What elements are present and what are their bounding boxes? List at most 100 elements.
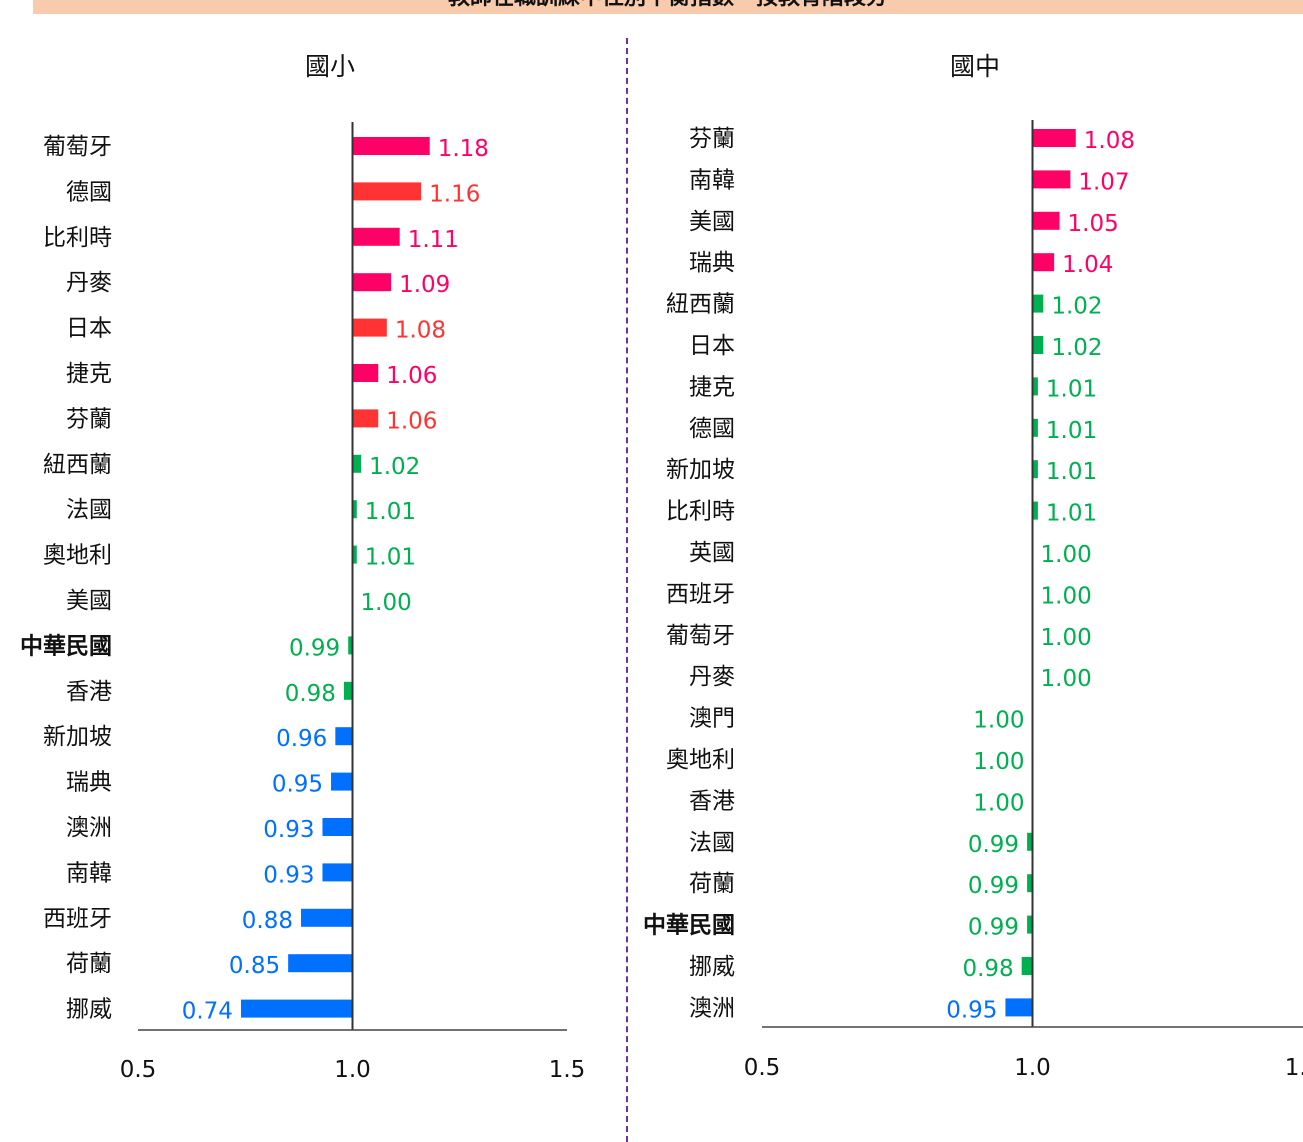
category-label-1-3: 丹麥 [66, 270, 112, 296]
bar-2-4 [1032, 294, 1044, 313]
panel-divider [626, 38, 628, 1142]
value-label-1-7: 1.02 [369, 454, 420, 480]
category-label-1-6: 芬蘭 [66, 406, 112, 432]
value-label-1-12: 0.98 [285, 681, 336, 707]
bar-2-5 [1032, 336, 1044, 354]
value-label-2-9: 1.01 [1046, 501, 1097, 527]
bar-1-6 [352, 409, 379, 428]
bar-1-18 [288, 954, 353, 973]
category-label-1-13: 新加坡 [43, 724, 112, 750]
category-label-1-12: 香港 [66, 679, 112, 705]
category-label-1-8: 法國 [66, 497, 112, 523]
bar-1-1 [352, 182, 422, 201]
category-label-2-9: 比利時 [666, 499, 735, 525]
value-label-1-8: 1.01 [365, 499, 416, 525]
bar-2-1 [1032, 170, 1071, 189]
chart-title-1: 國小 [305, 52, 355, 81]
value-label-2-15: 1.00 [973, 749, 1024, 775]
value-label-2-4: 1.02 [1051, 294, 1102, 320]
category-label-1-5: 捷克 [66, 361, 112, 387]
category-label-1-10: 美國 [66, 588, 112, 614]
bar-2-2 [1032, 211, 1060, 230]
bar-1-8 [352, 500, 357, 519]
bar-1-4 [352, 318, 387, 337]
value-label-1-0: 1.18 [438, 136, 489, 162]
value-label-1-15: 0.93 [263, 817, 314, 843]
category-label-1-17: 西班牙 [43, 906, 112, 932]
value-label-1-16: 0.93 [263, 862, 314, 888]
category-label-1-19: 挪威 [66, 997, 112, 1023]
category-label-2-19: 中華民國 [643, 912, 735, 939]
x-tick-label-1-0: 0.5 [120, 1057, 157, 1083]
category-label-2-1: 南韓 [689, 167, 735, 193]
banner-title: 教師在職訓練中性別平衡指數－按教育階段分 [33, 0, 1303, 11]
bar-2-19 [1027, 915, 1033, 934]
category-label-2-15: 奧地利 [666, 747, 735, 773]
value-label-1-10: 1.00 [361, 590, 412, 616]
bar-1-2 [352, 227, 400, 246]
value-label-1-14: 0.95 [272, 772, 323, 798]
bar-2-18 [1027, 874, 1033, 893]
title-banner: 教師在職訓練中性別平衡指數－按教育階段分 [33, 0, 1303, 14]
category-label-1-7: 紐西蘭 [43, 452, 112, 478]
bar-1-0 [352, 137, 430, 155]
category-label-1-9: 奧地利 [43, 543, 112, 569]
bar-2-17 [1027, 832, 1033, 851]
bar-1-13 [335, 727, 353, 746]
value-label-2-17: 0.99 [968, 832, 1019, 858]
bar-2-7 [1032, 418, 1038, 437]
value-label-1-5: 1.06 [386, 363, 437, 389]
bar-1-11 [348, 636, 353, 655]
x-tick-label-2-0: 0.5 [744, 1055, 781, 1081]
bar-2-8 [1032, 460, 1038, 479]
value-label-2-14: 1.00 [973, 708, 1024, 734]
value-label-1-4: 1.08 [395, 318, 446, 344]
bar-1-17 [301, 908, 353, 927]
bar-1-9 [352, 545, 357, 564]
value-label-1-19: 0.74 [182, 999, 233, 1025]
value-label-2-20: 0.98 [962, 956, 1013, 982]
bar-1-3 [352, 273, 392, 292]
value-label-2-10: 1.00 [1041, 542, 1092, 568]
category-label-2-8: 新加坡 [666, 457, 735, 483]
bar-2-21 [1005, 998, 1033, 1017]
bar-1-14 [331, 772, 353, 791]
category-label-1-14: 瑞典 [66, 770, 112, 796]
category-label-2-2: 美國 [689, 209, 735, 235]
value-label-1-3: 1.09 [399, 272, 450, 298]
x-tick-label-1-2: 1.5 [549, 1057, 586, 1083]
category-label-2-18: 荷蘭 [689, 871, 735, 897]
bar-2-9 [1032, 501, 1038, 520]
value-label-2-12: 1.00 [1041, 625, 1092, 651]
bar-1-5 [352, 364, 379, 382]
category-label-2-12: 葡萄牙 [666, 623, 735, 649]
x-tick-label-2-2: 1.5 [1285, 1055, 1303, 1081]
value-label-2-8: 1.01 [1046, 459, 1097, 485]
value-label-2-6: 1.01 [1046, 376, 1097, 402]
value-label-1-9: 1.01 [365, 545, 416, 571]
category-label-2-6: 捷克 [689, 374, 735, 400]
value-label-2-2: 1.05 [1068, 211, 1119, 237]
bar-2-6 [1032, 377, 1038, 396]
bar-1-16 [322, 863, 353, 882]
category-label-1-0: 葡萄牙 [43, 134, 112, 160]
category-label-2-11: 西班牙 [666, 581, 735, 607]
category-label-2-10: 英國 [689, 540, 735, 566]
category-label-1-16: 南韓 [66, 860, 112, 886]
category-label-1-15: 澳洲 [66, 815, 112, 841]
category-label-2-21: 澳洲 [689, 995, 735, 1021]
category-label-2-20: 挪威 [689, 954, 735, 980]
value-label-1-1: 1.16 [429, 181, 480, 207]
category-label-2-5: 日本 [689, 333, 735, 359]
category-label-2-7: 德國 [689, 416, 735, 442]
value-label-2-13: 1.00 [1041, 666, 1092, 692]
value-label-2-21: 0.95 [946, 997, 997, 1023]
value-label-1-11: 0.99 [289, 635, 340, 661]
category-label-2-17: 法國 [689, 830, 735, 856]
category-label-1-1: 德國 [66, 179, 112, 205]
chart-title-2: 國中 [950, 52, 1000, 81]
bar-2-20 [1021, 957, 1033, 975]
value-label-2-19: 0.99 [968, 915, 1019, 941]
bar-2-3 [1032, 253, 1055, 272]
